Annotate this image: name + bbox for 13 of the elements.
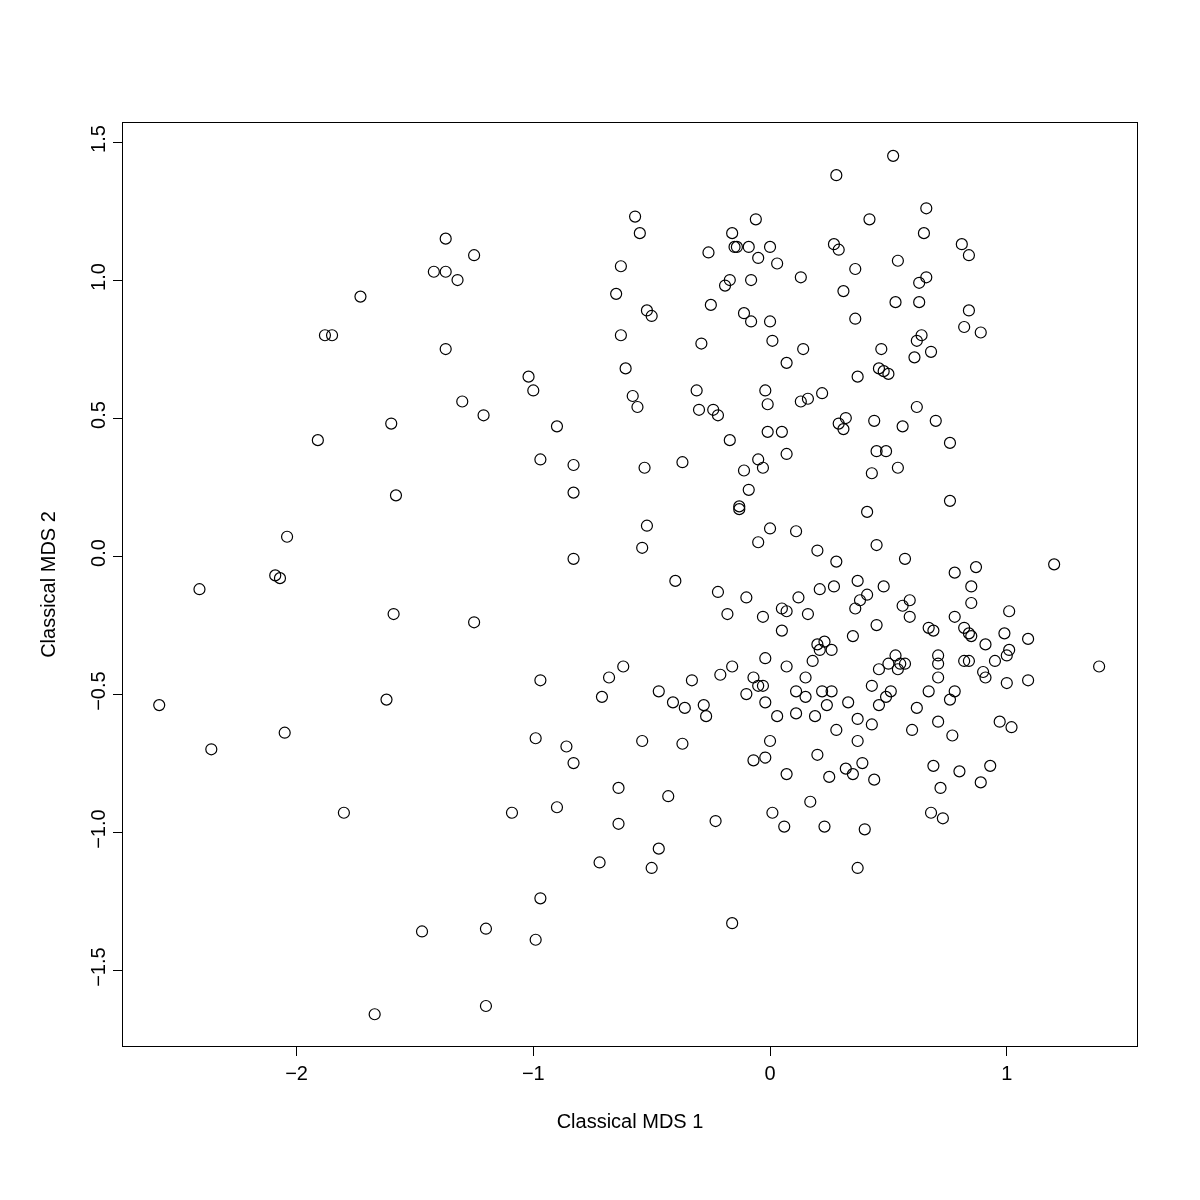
y-tick-label: 1.0: [86, 263, 109, 291]
y-tick-label: −0.5: [86, 671, 109, 711]
y-tick-label: 0.5: [86, 401, 109, 429]
x-axis-title: Classical MDS 1: [556, 1109, 704, 1132]
x-tick-label: 1: [1001, 1062, 1013, 1085]
y-tick-label: −1.5: [86, 947, 109, 987]
y-axis-title: Classical MDS 2: [37, 511, 60, 658]
x-tick-label: 0: [764, 1062, 776, 1085]
y-tick-label: 1.5: [86, 125, 109, 153]
x-tick-label: −2: [285, 1062, 308, 1085]
x-tick-label: −1: [521, 1062, 545, 1085]
y-tick-label: −1.0: [86, 809, 109, 849]
y-tick-label: 0.0: [86, 539, 109, 567]
